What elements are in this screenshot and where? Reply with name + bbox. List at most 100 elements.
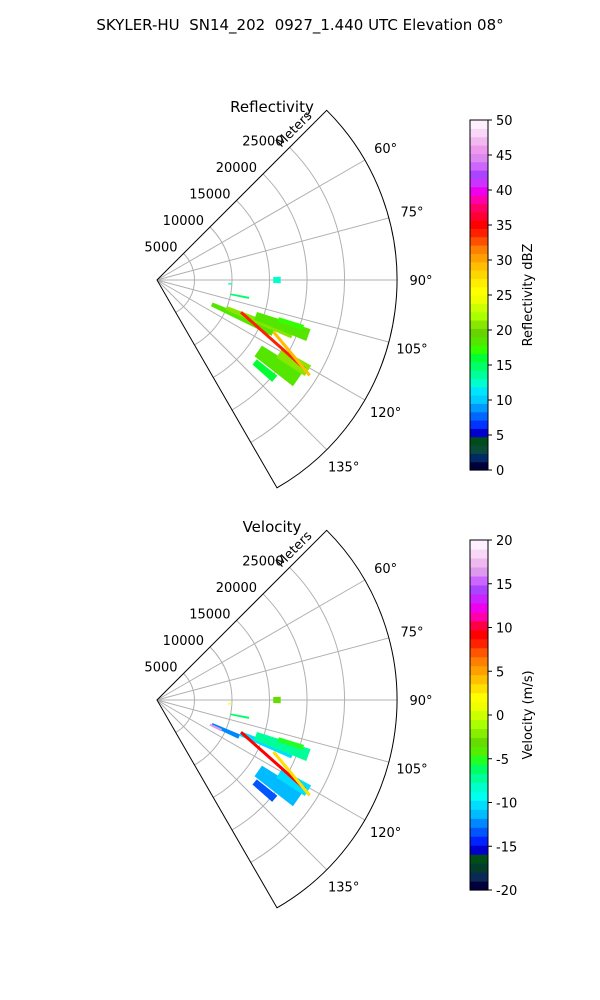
- colorbar-segment: [470, 872, 488, 882]
- range-ring: [250, 567, 345, 863]
- colorbar-segment: [470, 361, 488, 371]
- colorbar-tick-label: 15: [496, 359, 513, 374]
- range-ring: [194, 646, 233, 766]
- colorbar-segment: [470, 629, 488, 640]
- range-tick-label: 15000: [189, 607, 230, 622]
- colorbar-segment: [470, 136, 488, 146]
- data-streak: [272, 330, 311, 377]
- azimuth-tick-label: 135°: [328, 881, 359, 896]
- azimuth-tick-label: 60°: [374, 142, 397, 157]
- data-cell: [273, 276, 281, 284]
- sector-outline: [156, 109, 398, 489]
- colorbar-segment: [470, 286, 488, 296]
- colorbar-segment: [470, 540, 488, 550]
- colorbar-segment: [470, 203, 488, 213]
- colorbar-segment: [470, 120, 488, 129]
- colorbar-segment: [470, 245, 488, 254]
- colorbar-tick-label: 5: [496, 665, 504, 680]
- azimuth-tick-label: 90°: [409, 694, 432, 709]
- data-streak: [272, 750, 311, 797]
- data-cell: [230, 293, 250, 299]
- colorbar-segment: [470, 195, 488, 204]
- colorbar-tick-label: 5: [496, 429, 504, 444]
- azimuth-gridline: [156, 699, 389, 763]
- colorbar-segment: [470, 791, 488, 801]
- data-cell: [254, 312, 311, 342]
- colorbar-segment: [470, 566, 488, 577]
- colorbar-segment: [470, 575, 488, 586]
- range-ring: [212, 200, 270, 378]
- data-cell: [209, 723, 223, 732]
- azimuth-tick-label: 120°: [370, 406, 401, 421]
- data-cell: [254, 345, 304, 387]
- colorbar-segment: [470, 719, 488, 730]
- colorbar-segment: [470, 746, 488, 756]
- colorbar-label: Reflectivity dBZ: [521, 244, 536, 347]
- colorbar-segment: [470, 638, 488, 649]
- colorbar-segment: [470, 220, 488, 229]
- azimuth-gridline: [156, 579, 366, 701]
- data-cell: [254, 765, 304, 807]
- data-cell: [228, 703, 232, 705]
- colorbar-segment: [470, 311, 488, 321]
- reflectivity-data: [210, 276, 312, 387]
- colorbar-segment: [470, 728, 488, 739]
- range-ring: [175, 253, 195, 313]
- colorbar-tick-label: 15: [496, 578, 513, 593]
- colorbar-segment: [470, 295, 488, 304]
- colorbar-segment: [470, 701, 488, 712]
- colorbar-segment: [470, 461, 488, 471]
- polar-grid: [156, 567, 397, 871]
- data-cell: [252, 359, 278, 382]
- range-tick-label: 15000: [189, 187, 230, 202]
- colorbar-tick-label: 45: [496, 149, 513, 164]
- velocity-colorbar: -20 -15 -10 -5 0 5 10 15 20 Velocity (m/s): [469, 534, 536, 899]
- data-cell: [273, 696, 281, 704]
- colorbar-tick-label: 50: [496, 114, 513, 129]
- colorbar-segment: [470, 420, 488, 429]
- colorbar-tick-label: 0: [496, 709, 504, 724]
- colorbar-segment: [470, 270, 488, 279]
- range-ring: [212, 620, 270, 798]
- colorbar-segment: [470, 548, 488, 559]
- colorbar-segment: [470, 764, 488, 774]
- colorbar-segment: [470, 881, 488, 891]
- colorbar-segment: [470, 755, 488, 765]
- colorbar-segment: [470, 211, 488, 221]
- colorbar-segment: [470, 186, 488, 196]
- azimuth-gridline: [156, 217, 389, 281]
- colorbar-segment: [470, 809, 488, 819]
- azimuth-tick-label: 75°: [400, 626, 423, 641]
- colorbar-segment: [470, 836, 488, 846]
- range-ring: [175, 673, 195, 733]
- velocity-title: Velocity: [243, 518, 302, 536]
- colorbar-tick-label: 40: [496, 184, 513, 199]
- azimuth-tick-label: 135°: [328, 461, 359, 476]
- colorbar-segment: [470, 674, 488, 685]
- colorbar-segment: [470, 647, 488, 658]
- azimuth-tick-label: 120°: [370, 826, 401, 841]
- azimuth-gridline: [156, 279, 328, 451]
- colorbar-segment: [470, 170, 488, 179]
- colorbar-segment: [470, 620, 488, 631]
- colorbar-tick-label: 35: [496, 219, 513, 234]
- colorbar-segment: [470, 345, 488, 354]
- colorbar-tick-label: -20: [496, 884, 517, 899]
- azimuth-tick-label: 75°: [400, 206, 423, 221]
- azimuth-tick-label: 60°: [374, 562, 397, 577]
- colorbar-segment: [470, 800, 488, 810]
- colorbar-segment: [470, 436, 488, 446]
- colorbar-segment: [470, 665, 488, 676]
- azimuth-gridline: [156, 699, 366, 821]
- colorbar-tick-label: -10: [496, 797, 517, 812]
- range-ring: [250, 147, 345, 443]
- range-tick-label: 25000: [242, 554, 283, 569]
- colorbar-label: Velocity (m/s): [521, 670, 536, 759]
- colorbar-segment: [470, 557, 488, 568]
- colorbar-segment: [470, 336, 488, 346]
- velocity-data: [209, 696, 312, 807]
- colorbar-segment: [470, 854, 488, 864]
- colorbar-segment: [470, 593, 488, 604]
- data-cell: [276, 349, 312, 376]
- colorbar-segment: [470, 683, 488, 694]
